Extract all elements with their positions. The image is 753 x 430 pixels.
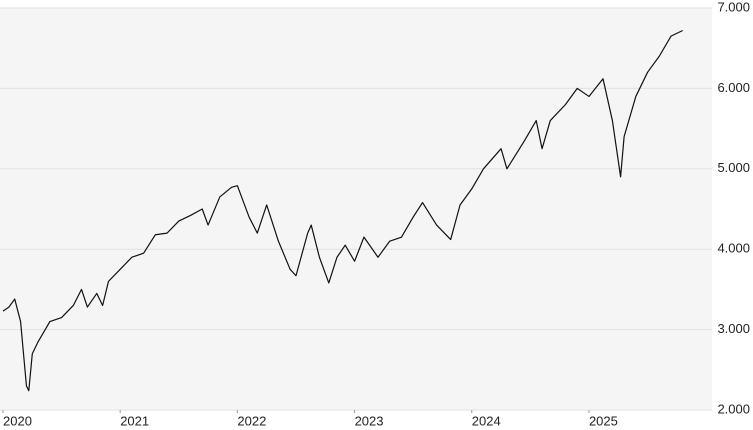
y-tick-label: 3.000: [717, 321, 750, 336]
x-tick-label: 2023: [355, 413, 384, 428]
y-tick-label: 7.000: [717, 0, 750, 14]
x-tick-label: 2020: [3, 413, 32, 428]
price-line: [2, 29, 683, 392]
x-tick-label: 2022: [237, 413, 266, 428]
y-tick-label: 6.000: [717, 80, 750, 95]
x-tick-label: 2024: [472, 413, 501, 428]
y-tick-label: 4.000: [717, 241, 750, 256]
plot-area: [0, 8, 712, 410]
y-tick-label: 2.000: [717, 401, 750, 416]
x-tick-label: 2025: [589, 413, 618, 428]
x-tick-label: 2021: [120, 413, 149, 428]
y-tick-label: 5.000: [717, 160, 750, 175]
